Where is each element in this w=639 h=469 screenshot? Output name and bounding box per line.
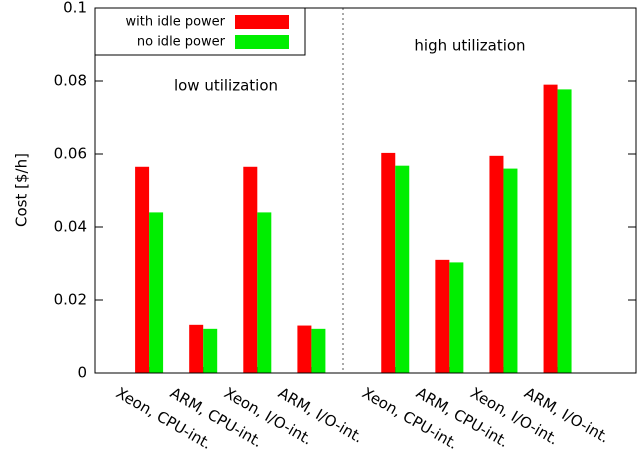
bar — [243, 166, 258, 373]
bar — [489, 155, 504, 373]
bar — [149, 212, 164, 373]
legend-swatch — [235, 15, 289, 29]
y-tick-label: 0 — [77, 364, 87, 382]
y-tick-label: 0.04 — [54, 218, 87, 236]
bar — [189, 324, 204, 373]
x-tick-label: Xeon, CPU-int. — [113, 384, 215, 453]
bar — [557, 89, 572, 374]
bar — [543, 84, 558, 374]
bar — [395, 165, 410, 373]
plot-frame — [94, 7, 637, 374]
y-tick-label: 0.02 — [54, 291, 87, 309]
y-tick-label: 0.08 — [54, 72, 87, 90]
bar — [381, 152, 396, 373]
bar — [503, 168, 518, 373]
bar — [135, 166, 150, 373]
legend-label: no idle power — [137, 35, 226, 50]
legend-label: with idle power — [126, 15, 226, 30]
bar — [203, 328, 218, 373]
bar — [449, 262, 464, 373]
bar — [311, 328, 326, 373]
y-tick-label: 0.06 — [54, 145, 87, 163]
annotation: high utilization — [414, 37, 525, 55]
legend-swatch — [235, 35, 289, 49]
y-tick-label: 0.1 — [63, 0, 87, 17]
y-axis-label: Cost [$/h] — [13, 153, 31, 227]
x-tick-label: Xeon, CPU-int. — [359, 384, 461, 453]
bar — [297, 325, 312, 373]
bar — [257, 212, 272, 373]
bar — [435, 259, 450, 373]
annotation: low utilization — [174, 77, 278, 95]
